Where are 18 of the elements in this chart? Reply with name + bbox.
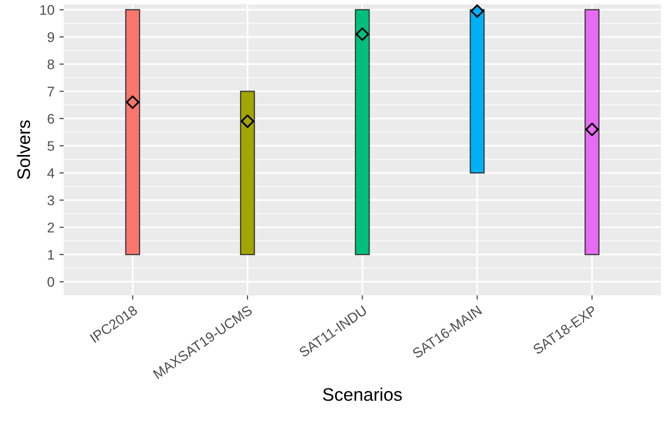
y-tick-label: 3 <box>48 195 54 206</box>
point <box>356 27 370 41</box>
y-tick-label: 5 <box>48 141 54 151</box>
point <box>585 122 599 136</box>
point <box>240 114 254 128</box>
y-tick-label: 7 <box>48 86 54 96</box>
y-tick-label: 1 <box>48 250 54 260</box>
y-tick-label: 8 <box>48 59 54 70</box>
y-axis-title: Solvers <box>16 120 30 180</box>
y-tick-label: 9 <box>48 32 54 42</box>
y-tick-label: 4 <box>47 168 54 178</box>
point <box>470 4 484 18</box>
y-tick-label: 0 <box>48 277 54 287</box>
y-tick-label: 6 <box>48 114 54 124</box>
y-tick-label: 10 <box>40 5 54 15</box>
point <box>126 95 140 109</box>
y-tick-label: 2 <box>48 222 54 232</box>
x-axis-title: Scenarios <box>323 388 402 401</box>
